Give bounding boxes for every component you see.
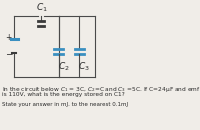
Text: +: + — [6, 33, 12, 42]
Text: −: − — [5, 49, 12, 58]
Text: $C_1$: $C_1$ — [36, 2, 47, 14]
Text: is 110V, what is the energy stored on C1?: is 110V, what is the energy stored on C1… — [2, 92, 124, 98]
Text: In the circuit below $C_1$ = 3C, $C_2$=C and $C_3$ =5C. If C=24μF and emf (ε) of: In the circuit below $C_1$ = 3C, $C_2$=C… — [2, 85, 200, 94]
Text: State your answer in mJ. to the nearest 0.1mJ: State your answer in mJ. to the nearest … — [2, 102, 128, 107]
Text: $C_2$: $C_2$ — [58, 60, 70, 73]
Text: $C_3$: $C_3$ — [78, 60, 90, 73]
